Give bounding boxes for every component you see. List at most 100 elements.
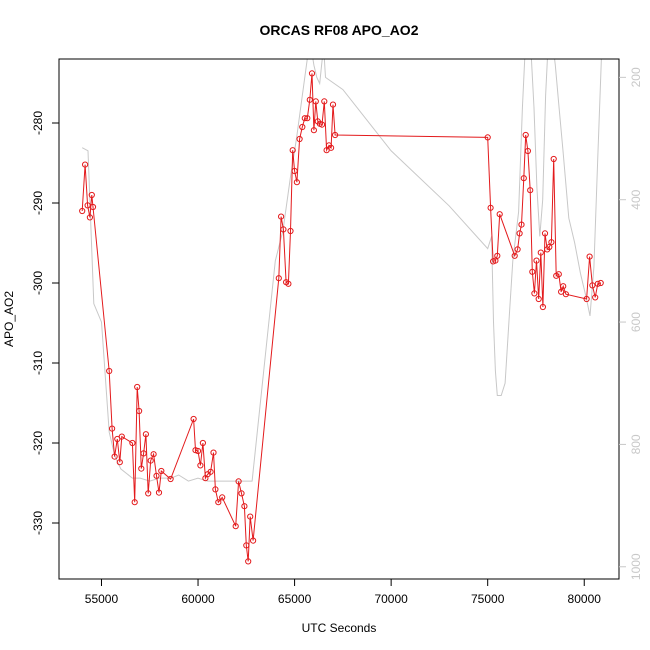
data-point [134, 383, 141, 391]
right-tick-label: 600 [629, 312, 643, 332]
data-point [82, 161, 89, 168]
x-axis: 55000 60000 65000 70000 75000 80000 [85, 578, 601, 606]
data-point [539, 303, 547, 311]
data-point [136, 407, 143, 415]
data-point [306, 96, 313, 103]
data-point [531, 290, 538, 297]
data-point [535, 295, 542, 303]
y-tick-label: -310 [31, 351, 45, 375]
data-point [518, 221, 525, 228]
y-tick-label: -280 [31, 111, 45, 135]
data-point [299, 123, 306, 131]
data-point [548, 239, 555, 246]
data-point [562, 291, 570, 298]
data-point [312, 98, 319, 105]
data-point [158, 467, 165, 475]
data-point [212, 486, 219, 493]
data-point [86, 214, 94, 221]
y-axis-right: 200 400 600 800 1000 [619, 67, 643, 580]
data-point [537, 249, 544, 256]
data-point [241, 503, 248, 510]
x-tick-label: 55000 [85, 592, 119, 606]
data-point [145, 490, 152, 497]
y-tick-label: -290 [31, 191, 45, 215]
data-point [484, 134, 491, 141]
data-point [328, 144, 335, 151]
data-point [111, 453, 118, 460]
right-tick-label: 400 [629, 189, 643, 209]
x-tick-label: 70000 [374, 592, 408, 606]
data-point [318, 121, 326, 128]
right-tick-label: 200 [629, 67, 643, 87]
data-point [155, 489, 163, 496]
data-point [516, 230, 523, 237]
data-point [194, 447, 202, 455]
data-point [219, 494, 226, 501]
data-point [522, 131, 529, 139]
data-point [520, 175, 527, 182]
data-point [150, 451, 157, 458]
data-point [129, 439, 136, 447]
data-point [558, 288, 565, 295]
data-point [106, 367, 113, 375]
right-tick-label: 1000 [629, 553, 643, 580]
data-point [116, 459, 123, 466]
data-point [527, 187, 534, 194]
data-point [583, 295, 590, 303]
data-point [310, 127, 317, 134]
y-axis-label: APO_AO2 [2, 291, 16, 347]
x-tick-label: 65000 [278, 592, 312, 606]
data-point [243, 542, 250, 549]
data-point [138, 465, 145, 472]
data-point [245, 558, 252, 565]
data-point [529, 268, 536, 275]
data-point [321, 98, 328, 105]
data-point [238, 490, 245, 497]
data-point [278, 213, 285, 220]
data-point [487, 204, 494, 211]
data-point [524, 147, 532, 155]
data-point [332, 131, 339, 139]
y-axis-left: -330 -320 -310 -300 -290 -280 [31, 111, 59, 535]
y-tick-label: -330 [31, 511, 45, 535]
data-point [533, 257, 540, 264]
data-point [329, 101, 337, 108]
data-point [210, 449, 217, 456]
data-point [79, 207, 86, 215]
data-point [207, 468, 214, 475]
data-point [250, 537, 257, 544]
data-point [275, 275, 282, 282]
data-point [89, 203, 97, 211]
x-tick-label: 75000 [471, 592, 505, 606]
right-tick-label: 800 [629, 434, 643, 454]
data-point [289, 147, 296, 154]
data-point [190, 415, 197, 423]
data-point [84, 202, 91, 209]
data-point [560, 283, 567, 290]
data-point [511, 252, 518, 259]
y-tick-label: -320 [31, 431, 45, 455]
data-point [597, 279, 604, 287]
data-point [88, 191, 95, 199]
data-point [142, 431, 149, 438]
data-point [140, 450, 147, 457]
data-point [291, 167, 298, 175]
data-point [131, 499, 138, 506]
y-tick-label: -300 [31, 271, 45, 295]
series-line-2 [81, 59, 602, 482]
data-point [147, 457, 154, 464]
data-point [287, 227, 294, 235]
data-point [592, 294, 599, 301]
x-axis-label: UTC Seconds [302, 621, 377, 635]
series-line-1 [81, 73, 601, 562]
data-point [514, 246, 521, 253]
data-point [235, 478, 242, 485]
data-point [167, 475, 174, 483]
data-point [232, 523, 239, 530]
data-point [586, 253, 593, 260]
gray-series-layer [81, 59, 602, 482]
data-point [285, 280, 292, 287]
data-point [215, 499, 222, 506]
x-tick-label: 60000 [181, 592, 215, 606]
